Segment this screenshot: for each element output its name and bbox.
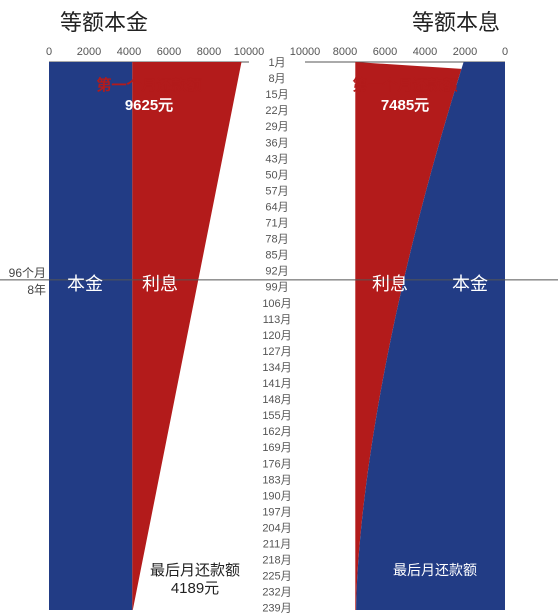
svg-text:1月: 1月 — [268, 57, 285, 69]
marker-years: 8年 — [27, 283, 46, 297]
svg-text:71月: 71月 — [265, 218, 288, 230]
svg-text:2000: 2000 — [77, 46, 101, 58]
left-first-value: 9625元 — [125, 97, 173, 114]
svg-text:232月: 232月 — [262, 587, 291, 599]
left-principal-area — [49, 62, 132, 610]
svg-text:64月: 64月 — [265, 201, 288, 213]
left-x-ticks: 0 2000 4000 6000 8000 10000 — [46, 46, 264, 58]
left-last-label: 最后月还款额 — [150, 562, 240, 579]
svg-text:225月: 225月 — [262, 571, 291, 583]
svg-text:197月: 197月 — [262, 506, 291, 518]
left-principal-label: 本金 — [67, 274, 103, 294]
svg-text:50月: 50月 — [265, 169, 288, 181]
svg-text:120月: 120月 — [262, 330, 291, 342]
right-title: 等额本息 — [412, 10, 500, 35]
right-interest-label: 利息 — [372, 274, 408, 294]
svg-text:113月: 113月 — [263, 314, 292, 326]
svg-text:148月: 148月 — [262, 394, 291, 406]
svg-text:169月: 169月 — [262, 442, 291, 454]
svg-text:43月: 43月 — [265, 153, 288, 165]
svg-text:57月: 57月 — [265, 185, 288, 197]
svg-text:6000: 6000 — [157, 46, 181, 58]
svg-text:141月: 141月 — [262, 378, 291, 390]
svg-text:204月: 204月 — [262, 522, 291, 534]
left-title: 等额本金 — [60, 10, 148, 35]
left-interest-area — [132, 62, 241, 610]
left-last-value: 4189元 — [171, 580, 219, 597]
svg-text:10000: 10000 — [290, 46, 321, 58]
svg-text:218月: 218月 — [262, 555, 291, 567]
svg-text:8000: 8000 — [197, 46, 221, 58]
right-first-value: 7485元 — [381, 97, 429, 114]
svg-text:92月: 92月 — [265, 266, 288, 278]
marker-months: 96个月 — [9, 266, 46, 280]
svg-text:15月: 15月 — [265, 89, 288, 101]
right-last-label: 最后月还款额 — [393, 562, 477, 578]
svg-text:4000: 4000 — [413, 46, 437, 58]
svg-text:8月: 8月 — [268, 73, 285, 85]
svg-text:127月: 127月 — [262, 346, 291, 358]
svg-text:85月: 85月 — [265, 250, 288, 262]
svg-text:0: 0 — [502, 46, 508, 58]
svg-text:8000: 8000 — [333, 46, 357, 58]
svg-text:36月: 36月 — [265, 137, 288, 149]
svg-text:176月: 176月 — [262, 458, 291, 470]
svg-text:10000: 10000 — [234, 46, 265, 58]
svg-text:22月: 22月 — [265, 105, 288, 117]
svg-text:78月: 78月 — [265, 234, 288, 246]
svg-text:6000: 6000 — [373, 46, 397, 58]
svg-text:134月: 134月 — [262, 362, 291, 374]
svg-text:183月: 183月 — [262, 474, 291, 486]
svg-text:239月: 239月 — [262, 603, 291, 614]
svg-text:211月: 211月 — [263, 539, 292, 551]
svg-text:162月: 162月 — [262, 426, 291, 438]
loan-comparison-chart: 等额本金 等额本息 0 2000 4000 6000 8000 10000 0 2000 40… — [0, 0, 558, 614]
right-first-label: 第一个月还款额 — [352, 76, 457, 94]
svg-text:99月: 99月 — [265, 282, 288, 294]
month-labels: 1月 8月 15月 22月 29月 36月 43月 50月 57月 64月 71月 78月 85月 92月… — [262, 57, 291, 614]
left-interest-label: 利息 — [142, 274, 178, 294]
right-principal-label: 本金 — [452, 274, 488, 294]
svg-text:106月: 106月 — [262, 298, 291, 310]
svg-text:0: 0 — [46, 46, 52, 58]
svg-text:155月: 155月 — [262, 410, 291, 422]
svg-text:29月: 29月 — [265, 121, 288, 133]
svg-text:190月: 190月 — [262, 490, 291, 502]
right-x-ticks: 0 2000 4000 6000 8000 10000 — [290, 46, 508, 58]
svg-text:4000: 4000 — [117, 46, 141, 58]
svg-text:2000: 2000 — [453, 46, 477, 58]
left-first-label: 第一个月还款额 — [96, 76, 201, 94]
